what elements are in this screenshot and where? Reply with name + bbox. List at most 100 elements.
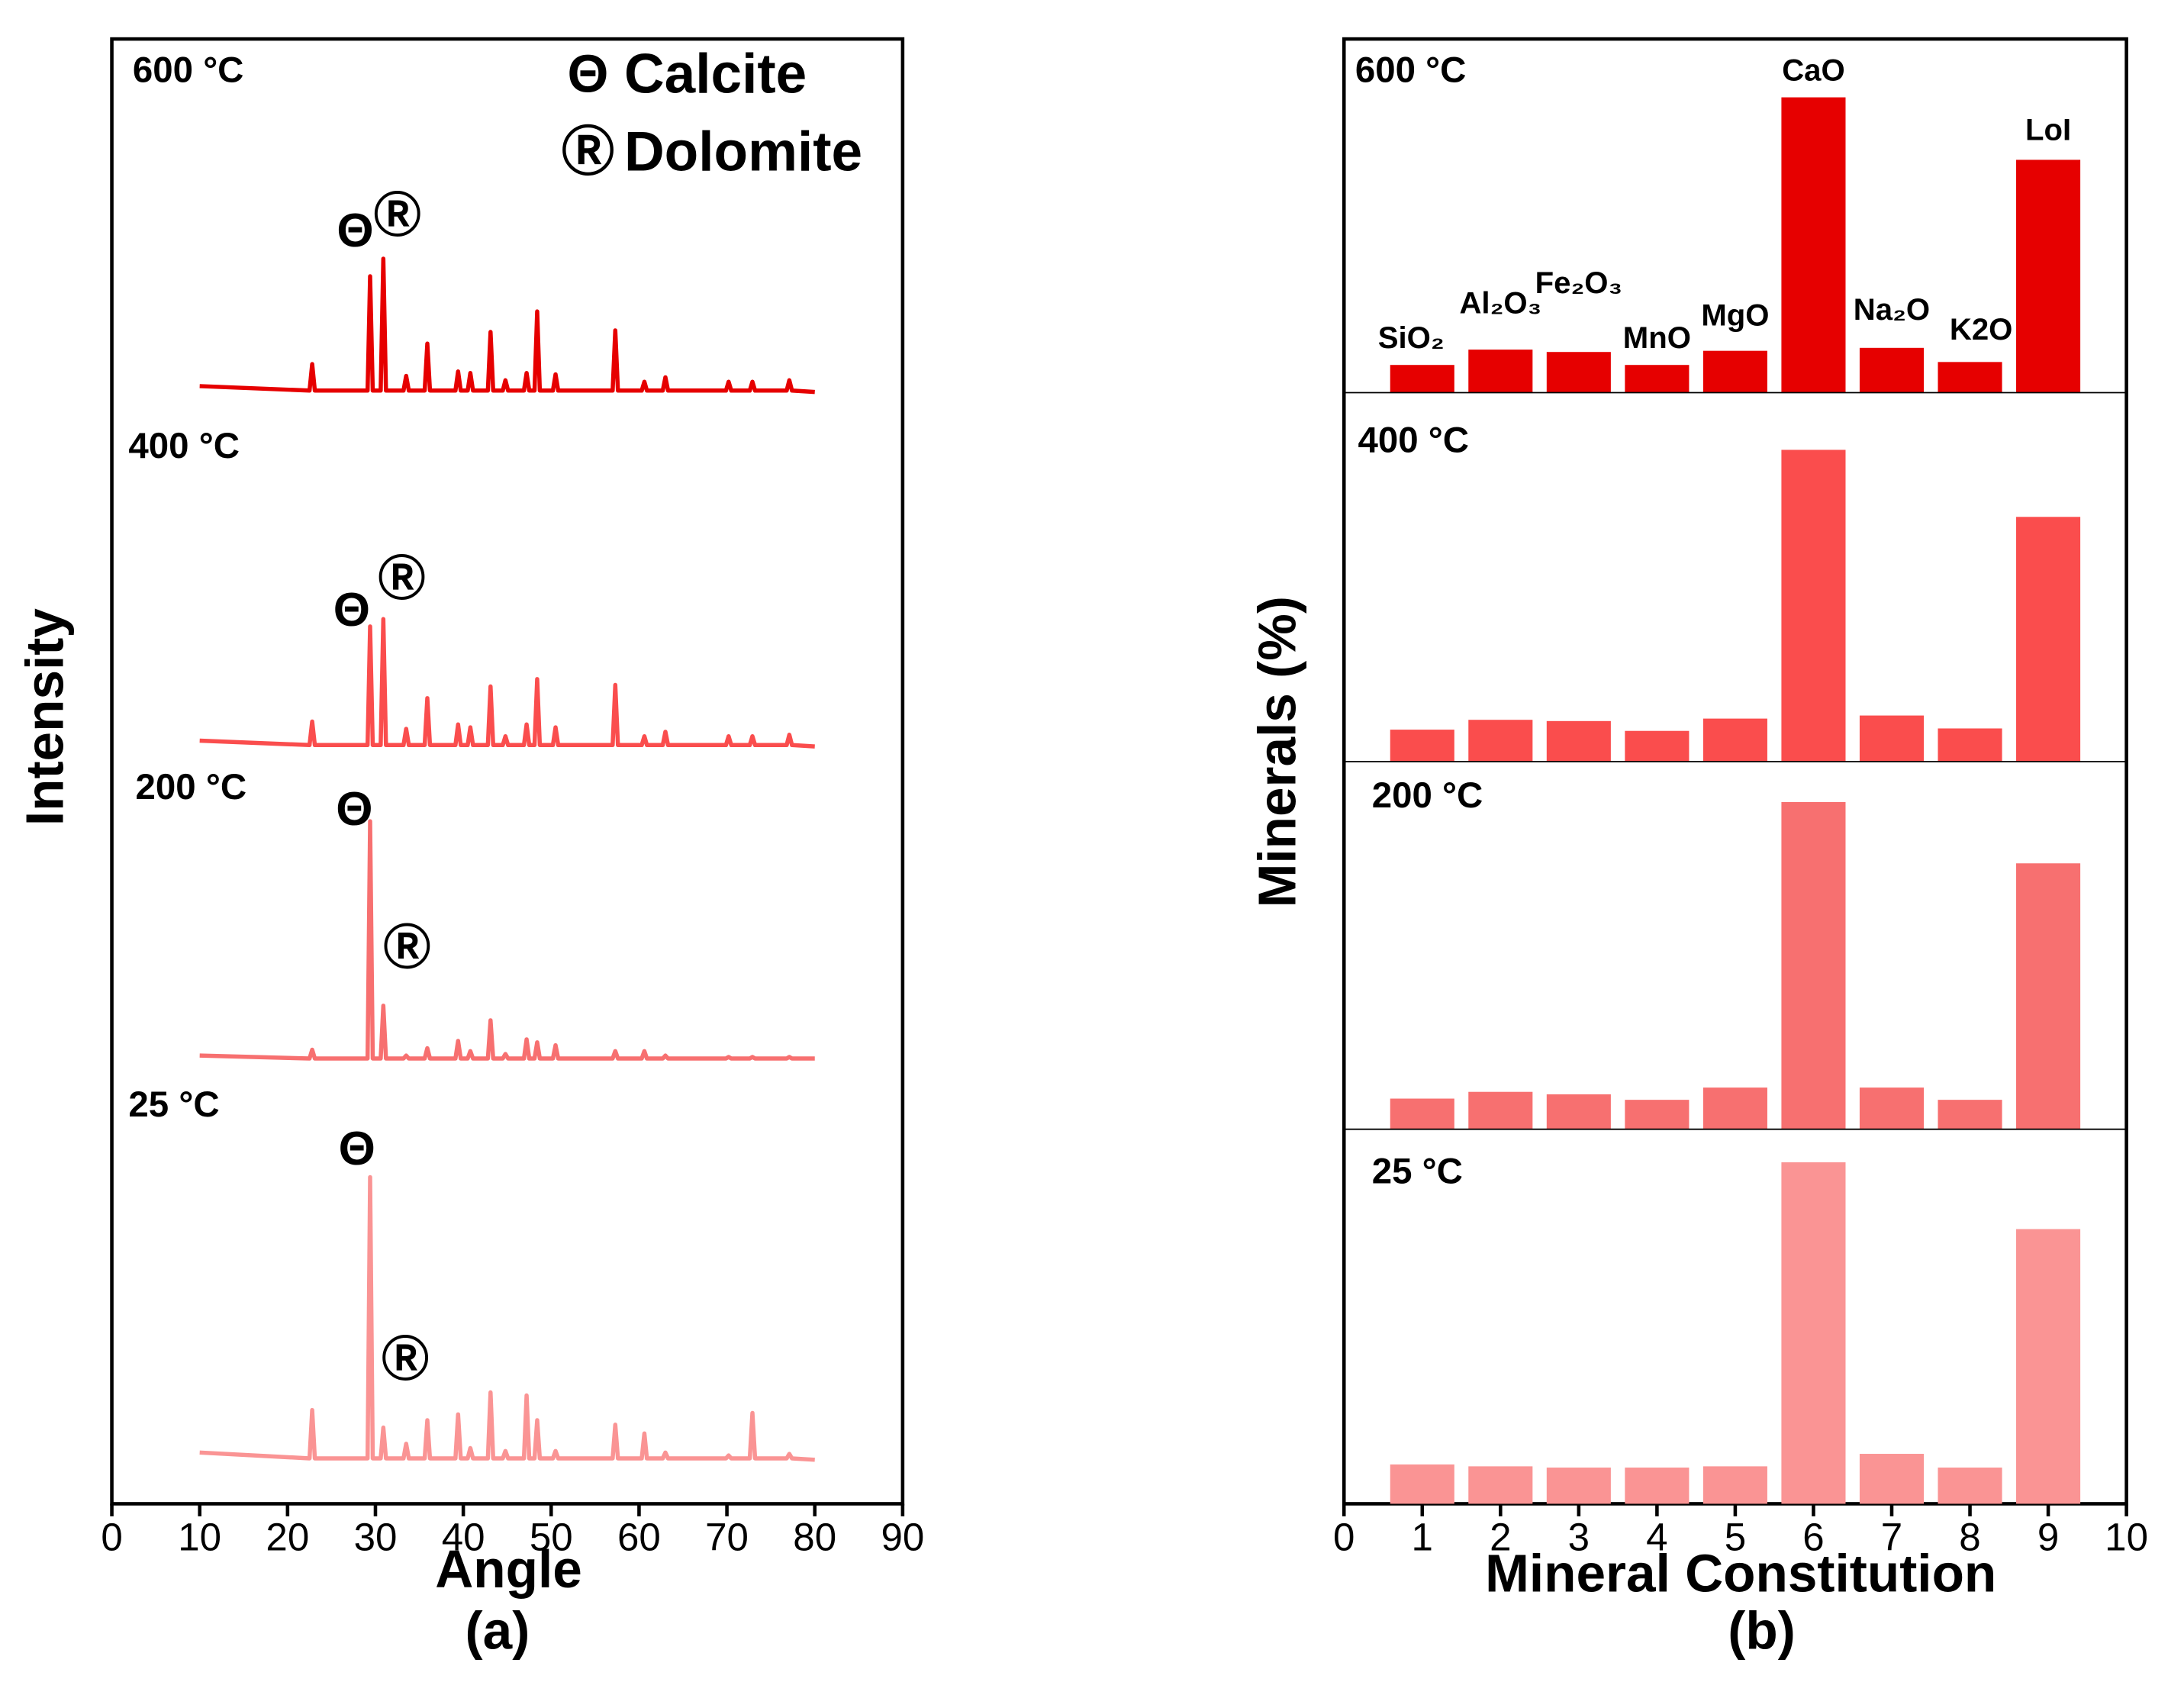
xrd-line xyxy=(199,1174,815,1462)
caption: (a) xyxy=(465,1600,530,1660)
bar xyxy=(1938,728,2002,762)
category-label: Na₂O xyxy=(1854,292,1930,327)
y-axis-label: Minerals (%) xyxy=(1247,596,1306,907)
bar xyxy=(1859,1088,1925,1129)
legend-symbol: Θ xyxy=(568,44,609,103)
bar xyxy=(1468,1466,1533,1504)
series-label: 400 °C xyxy=(1358,420,1469,461)
bar xyxy=(1546,1094,1611,1129)
x-tick-label: 80 xyxy=(793,1515,836,1558)
category-label: K2O xyxy=(1950,312,2013,346)
bar xyxy=(1625,1100,1690,1129)
series-label: 600 °C xyxy=(133,50,244,90)
y-axis-label: Intensity xyxy=(15,608,75,826)
legend-symbol: Ⓡ xyxy=(562,122,614,182)
peak-marker: Θ xyxy=(336,783,372,836)
bar xyxy=(2016,863,2081,1129)
legend-label: Calcite xyxy=(624,43,807,105)
series-label: 600 °C xyxy=(1355,50,1467,90)
x-tick-label: 10 xyxy=(2105,1515,2148,1558)
x-tick-label: 4 xyxy=(1646,1515,1667,1558)
x-tick-label: 3 xyxy=(1568,1515,1590,1558)
x-tick-label: 90 xyxy=(881,1515,924,1558)
x-axis-label: Angle xyxy=(435,1539,582,1599)
category-label: CaO xyxy=(1782,53,1845,87)
bar xyxy=(1859,715,1925,762)
peak-marker: Ⓡ xyxy=(382,1334,429,1387)
peak-marker: Ⓡ xyxy=(374,190,421,243)
bar xyxy=(1546,720,1611,762)
xrd-line xyxy=(199,256,815,395)
bar xyxy=(1781,1162,1846,1504)
x-tick-label: 7 xyxy=(1881,1515,1902,1558)
bar xyxy=(1702,1466,1767,1504)
bar xyxy=(1390,730,1454,762)
plot-frame-a xyxy=(110,37,905,1506)
bar xyxy=(1625,730,1690,762)
bar xyxy=(1468,350,1533,393)
caption: (b) xyxy=(1728,1600,1796,1660)
bar xyxy=(1625,1468,1690,1504)
series-label: 200 °C xyxy=(136,767,247,807)
x-tick-label: 9 xyxy=(2037,1515,2059,1558)
x-tick-label: 2 xyxy=(1490,1515,1511,1558)
x-tick-label: 8 xyxy=(1959,1515,1980,1558)
category-label: Al₂O₃ xyxy=(1459,285,1541,320)
legend-label: Dolomite xyxy=(624,121,862,183)
series-label: 25 °C xyxy=(128,1084,219,1125)
bar xyxy=(1468,1091,1533,1129)
bar xyxy=(1546,352,1611,393)
series-label: 200 °C xyxy=(1372,775,1483,816)
bar xyxy=(2016,1229,2081,1504)
bar xyxy=(1702,1088,1767,1129)
bar xyxy=(1781,97,1846,393)
bar xyxy=(1938,1468,2002,1504)
bar xyxy=(1859,1454,1925,1504)
category-label: SiO₂ xyxy=(1378,321,1445,355)
bar xyxy=(2016,160,2081,393)
bar xyxy=(2016,517,2081,762)
plot-frame-b xyxy=(1342,37,2128,1506)
category-label: MgO xyxy=(1701,298,1769,332)
bar xyxy=(1390,1464,1454,1504)
x-axis-label: Mineral Constitution xyxy=(1485,1543,1996,1603)
bar xyxy=(1781,801,1846,1129)
x-tick-label: 6 xyxy=(1802,1515,1824,1558)
xrd-line xyxy=(199,819,815,1061)
series-label: 25 °C xyxy=(1372,1152,1463,1192)
bar xyxy=(1781,450,1846,762)
x-tick-label: 10 xyxy=(178,1515,221,1558)
bar xyxy=(1546,1468,1611,1504)
x-tick-label: 5 xyxy=(1725,1515,1746,1558)
category-label: MnO xyxy=(1623,321,1691,355)
peak-marker: Ⓡ xyxy=(383,922,430,975)
peak-marker: Ⓡ xyxy=(378,553,426,606)
series-label: 400 °C xyxy=(128,426,240,466)
x-tick-label: 1 xyxy=(1412,1515,1433,1558)
x-tick-label: 40 xyxy=(442,1515,485,1558)
peak-marker: Θ xyxy=(339,1123,375,1175)
xrd-line xyxy=(199,617,815,749)
category-label: LoI xyxy=(2025,113,2071,147)
x-tick-label: 70 xyxy=(705,1515,749,1558)
x-tick-label: 0 xyxy=(101,1515,122,1558)
x-tick-label: 30 xyxy=(354,1515,398,1558)
bar xyxy=(1938,362,2002,393)
bar xyxy=(1468,720,1533,762)
x-tick-label: 0 xyxy=(1333,1515,1355,1558)
bar xyxy=(1625,365,1690,393)
bar xyxy=(1859,347,1925,393)
peak-marker: Θ xyxy=(333,584,370,636)
peak-marker: Θ xyxy=(337,205,373,257)
bar xyxy=(1390,365,1454,393)
x-tick-label: 60 xyxy=(617,1515,661,1558)
bar xyxy=(1938,1100,2002,1129)
bar xyxy=(1702,718,1767,762)
category-label: Fe₂O₃ xyxy=(1535,266,1622,300)
bar xyxy=(1702,350,1767,393)
x-tick-label: 50 xyxy=(530,1515,573,1558)
bar xyxy=(1390,1098,1454,1129)
x-tick-label: 20 xyxy=(266,1515,309,1558)
